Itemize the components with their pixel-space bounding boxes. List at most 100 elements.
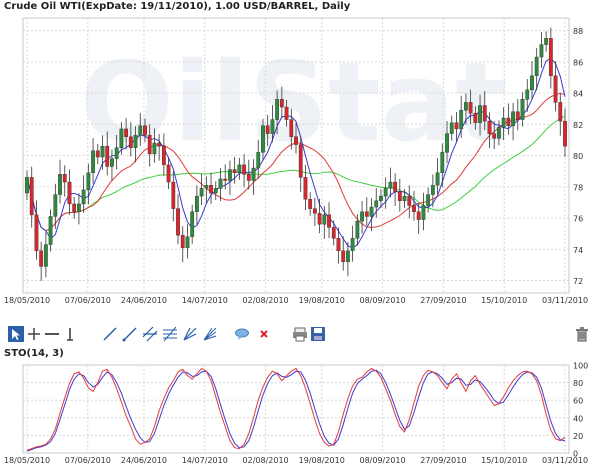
candle-body (435, 172, 440, 186)
candle-body (364, 211, 369, 217)
candle (209, 172, 213, 204)
candle (331, 220, 336, 246)
candle (336, 227, 341, 264)
candle-body (185, 236, 190, 248)
candle-body (312, 208, 317, 214)
fibonacci-icon[interactable] (162, 326, 178, 342)
y-tick-label: 80 (573, 152, 583, 161)
candle-body (133, 134, 138, 148)
candle-body (284, 106, 289, 120)
candle (426, 187, 431, 213)
candle (95, 143, 100, 165)
trend-line-icon[interactable] (102, 326, 118, 342)
candle (256, 139, 261, 179)
candle-body (209, 184, 213, 194)
candle-body (506, 117, 511, 127)
horizontal-line-icon[interactable] (44, 326, 60, 342)
candle (91, 138, 95, 184)
candle (478, 94, 482, 136)
x-tick-label: 08/09/2010 (359, 296, 405, 305)
candle-body (43, 244, 48, 267)
sto-y-tick-label: 100 (573, 362, 588, 371)
y-axis: 72 74 76 78 80 82 84 86 88 (573, 27, 583, 286)
ray-icon[interactable] (122, 326, 138, 342)
candle-body (445, 133, 449, 153)
sto-plot-border (22, 364, 570, 454)
candle (67, 169, 72, 215)
candle-body (388, 181, 393, 189)
candle (341, 236, 346, 271)
candle-body (482, 105, 487, 122)
trash-icon[interactable] (574, 326, 590, 342)
candle-body (454, 122, 459, 130)
candle-body (289, 119, 294, 137)
x-axis: 18/05/2010 07/06/2010 24/06/2010 14/07/2010… (4, 296, 588, 305)
toolbar (6, 326, 590, 344)
candle (355, 214, 360, 246)
candles (25, 27, 567, 281)
candle-body (440, 152, 445, 173)
candle (110, 149, 114, 181)
candle-body (548, 38, 553, 77)
candle (119, 121, 124, 155)
candle-body (412, 205, 416, 212)
comment-icon-glyph (235, 328, 249, 340)
candle (454, 111, 459, 142)
candle-body (213, 188, 218, 194)
candle (501, 107, 506, 141)
delete-icon[interactable] (256, 326, 272, 342)
cursor-icon-glyph (8, 326, 24, 342)
candle-body (161, 145, 166, 166)
gann-fan-icon-glyph (203, 327, 217, 341)
main-plot-border (22, 17, 570, 294)
candle-body (72, 203, 77, 212)
candle (289, 108, 294, 150)
print-icon[interactable] (292, 326, 308, 342)
candle-body (53, 194, 58, 217)
comment-icon[interactable] (234, 326, 250, 342)
gann-fan-icon[interactable] (202, 326, 218, 342)
channel-icon[interactable] (142, 326, 158, 342)
main-frame (22, 17, 570, 294)
crosshair-icon[interactable] (26, 326, 42, 342)
candle-body (218, 178, 223, 189)
candle (369, 198, 374, 231)
candle (251, 159, 256, 196)
candle (294, 122, 298, 154)
ma-slow-line (26, 115, 566, 232)
sto-d-line (26, 369, 566, 452)
candle (388, 167, 393, 198)
candle-body (317, 213, 322, 225)
candle-body (360, 211, 364, 222)
candle (43, 231, 48, 278)
stochastic-chart[interactable]: 0 20 40 60 80 100 18/05/2010 07/06/2010 24/06/2… (0, 357, 590, 469)
candle-body (143, 125, 147, 136)
candle-body (379, 195, 383, 202)
x-tick-label: 24/06/2010 (121, 296, 167, 305)
vertical-line-icon[interactable] (62, 326, 78, 342)
candle (58, 159, 62, 204)
candle (81, 175, 86, 213)
main-chart-title: Crude Oil WTI(ExpDate: 19/11/2010), 1.00… (4, 1, 351, 12)
save-icon[interactable] (310, 326, 326, 342)
candle (435, 158, 440, 195)
candle (284, 100, 289, 127)
candle (86, 163, 91, 205)
candle-body (110, 158, 114, 167)
sto-x-tick-label: 27/09/2010 (420, 456, 466, 465)
x-tick-label: 14/07/2010 (182, 296, 228, 305)
y-tick-label: 78 (573, 183, 583, 192)
candle-body (39, 250, 44, 267)
candle (105, 131, 110, 176)
candle-body (492, 133, 497, 139)
candle (237, 157, 242, 180)
trend-line-icon-glyph (103, 327, 117, 341)
candle-body (246, 174, 251, 181)
candle (180, 226, 185, 263)
candle (312, 197, 317, 226)
andrews-pitchfork-icon[interactable] (182, 326, 198, 342)
candle (383, 177, 388, 209)
sto-y-tick-label: 40 (573, 414, 583, 423)
cursor-icon[interactable] (8, 326, 24, 342)
